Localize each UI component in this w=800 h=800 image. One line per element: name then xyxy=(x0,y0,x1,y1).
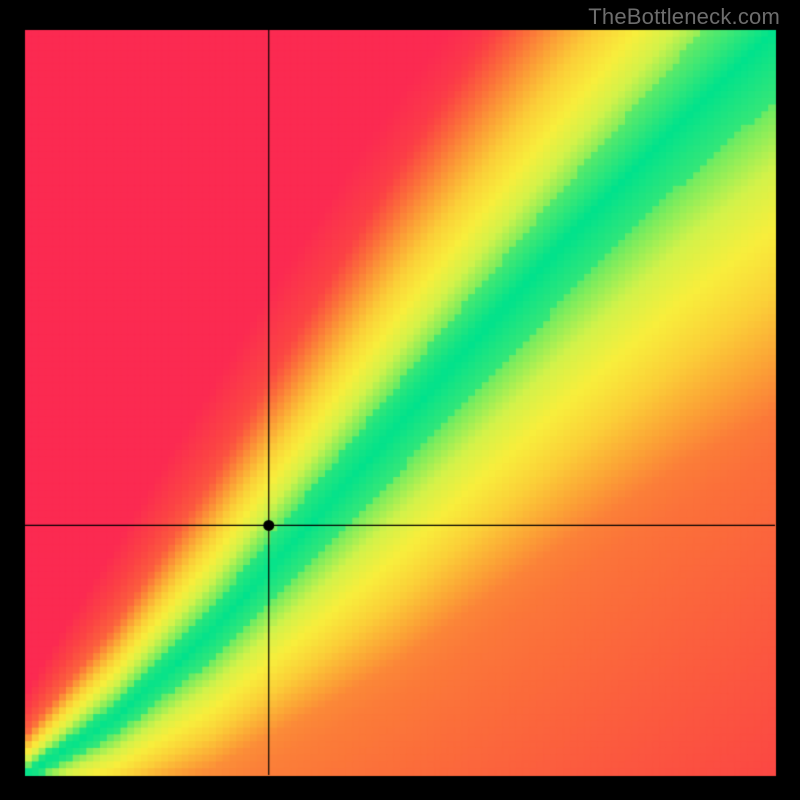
watermark-text: TheBottleneck.com xyxy=(588,4,780,30)
chart-container: TheBottleneck.com xyxy=(0,0,800,800)
bottleneck-heatmap xyxy=(0,0,800,800)
